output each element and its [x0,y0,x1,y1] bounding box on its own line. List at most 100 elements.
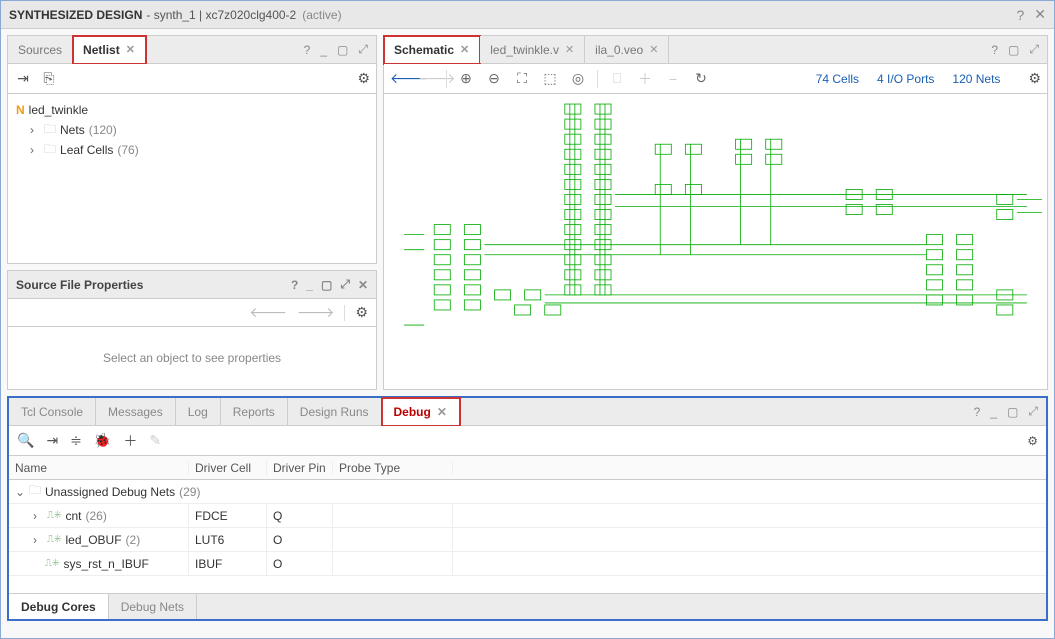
help-icon[interactable]: ? [291,278,298,292]
help-icon[interactable]: ? [304,43,311,57]
col-probe-type[interactable]: Probe Type [333,461,453,475]
subtab-debug-cores[interactable]: Debug Cores [9,594,109,619]
minimize-icon[interactable]: _ [990,405,997,419]
driver-cell-value: IBUF [189,552,267,575]
tab-netlist[interactable]: Netlist ✕ [73,36,146,64]
net-name: cnt [66,509,82,523]
zoom-out-icon[interactable]: ⊖ [485,70,503,87]
tab-messages[interactable]: Messages [96,398,176,425]
settings-icon[interactable]: ⚙ [1028,70,1041,87]
settings-icon[interactable]: ⚙ [355,304,368,321]
expand-icon[interactable]: › [30,123,40,137]
maximize-icon[interactable]: ⤢ [340,277,350,292]
filter-icon[interactable]: ≑ [70,432,82,449]
close-icon[interactable]: ✕ [1034,6,1046,23]
debug-group-row[interactable]: ⌄ 🗀 Unassigned Debug Nets (29) [9,480,1046,504]
collapse-all-icon[interactable]: ⇥ [14,70,32,87]
minimize-icon[interactable]: _ [306,278,313,292]
close-tab-icon[interactable]: ✕ [565,43,574,56]
probe-type-value [333,552,453,575]
restore-icon[interactable]: ▢ [1008,43,1019,57]
tab-design-runs[interactable]: Design Runs [288,398,382,425]
tree-nets[interactable]: › 🗀 Nets (120) [16,120,368,140]
expand-icon[interactable]: › [30,143,40,157]
restore-icon[interactable]: ▢ [321,278,332,292]
tab-sources[interactable]: Sources [8,36,73,63]
collapse-icon[interactable]: ⌄ [15,485,25,499]
tab-debug-label: Debug [394,405,431,419]
tree-nets-label: Nets [60,123,85,137]
properties-title: Source File Properties [16,278,143,292]
expand-icon[interactable]: ⎘ [40,70,58,87]
expand-icon[interactable]: › [33,509,43,523]
add-icon[interactable]: ＋ [636,69,654,89]
settings-icon[interactable]: ⚙ [357,70,370,87]
metric-io-ports[interactable]: 4 I/O Ports [877,72,934,86]
net-icon: ⎍✳ [47,510,62,521]
maximize-icon[interactable]: ⤢ [1029,42,1039,57]
maximize-icon[interactable]: ⤢ [358,42,368,57]
tree-leafcells[interactable]: › 🗀 Leaf Cells (76) [16,140,368,160]
close-icon[interactable]: ✕ [358,278,368,292]
bottom-tabstrip: Tcl Console Messages Log Reports Design … [9,398,1046,426]
tab-ila[interactable]: ila_0.veo ✕ [585,36,669,63]
subtab-debug-nets[interactable]: Debug Nets [109,594,197,619]
tab-log[interactable]: Log [176,398,221,425]
col-driver-pin[interactable]: Driver Pin [267,461,333,475]
col-name[interactable]: Name [9,461,189,475]
forward-icon[interactable]: 🡒 [297,304,335,321]
tree-root[interactable]: N led_twinkle [16,100,368,120]
tab-schematic[interactable]: Schematic ✕ [384,36,480,64]
restore-icon[interactable]: ▢ [1007,405,1018,419]
edit-icon[interactable]: ✎ [149,432,161,449]
expand-icon[interactable]: › [33,533,43,547]
zoom-fit-icon[interactable]: ⛶ [513,70,531,87]
driver-cell-value: LUT6 [189,528,267,551]
ungroup-icon[interactable]: ⎕ [608,70,626,87]
properties-header: Source File Properties ? _ ▢ ⤢ ✕ [8,271,376,299]
metric-nets[interactable]: 120 Nets [952,72,1000,86]
tab-debug[interactable]: Debug ✕ [382,398,460,426]
bug-icon[interactable]: 🐞 [94,432,111,449]
net-icon: ⎍✳ [47,534,62,545]
close-tab-icon[interactable]: ✕ [126,43,135,56]
back-icon[interactable]: 🡐 [249,304,287,321]
netlist-tree: N led_twinkle › 🗀 Nets (120) › 🗀 L [8,94,376,263]
driver-pin-value: O [267,552,333,575]
forward-icon[interactable]: 🡒 [418,70,436,87]
close-tab-icon[interactable]: ✕ [437,405,447,419]
collapse-all-icon[interactable]: ⇥ [46,432,58,449]
tab-tcl-console[interactable]: Tcl Console [9,398,96,425]
debug-net-row[interactable]: › ⎍✳ cnt (26) FDCE Q [9,504,1046,528]
tree-nets-count: (120) [89,123,117,137]
search-icon[interactable]: 🔍 [17,432,34,449]
settings-icon[interactable]: ⚙ [1027,434,1038,448]
schematic-tabstrip: Schematic ✕ led_twinkle.v ✕ ila_0.veo ✕ … [384,36,1047,64]
driver-pin-value: Q [267,504,333,527]
debug-net-row[interactable]: ⎍✳ sys_rst_n_IBUF IBUF O [9,552,1046,576]
minimize-icon[interactable]: _ [320,43,327,57]
refresh-icon[interactable]: ↻ [692,70,710,87]
tab-reports[interactable]: Reports [221,398,288,425]
help-icon[interactable]: ? [974,405,981,419]
close-tab-icon[interactable]: ✕ [649,43,658,56]
schematic-canvas[interactable] [384,94,1047,389]
add-icon[interactable]: ＋ [123,431,137,451]
probe-type-value [333,504,453,527]
zoom-in-icon[interactable]: ⊕ [457,70,475,87]
close-tab-icon[interactable]: ✕ [460,43,469,56]
remove-icon[interactable]: − [664,71,682,87]
col-driver-cell[interactable]: Driver Cell [189,461,267,475]
properties-toolbar: 🡐 🡒 ⚙ [8,299,376,327]
metric-cells[interactable]: 74 Cells [816,72,859,86]
center-icon[interactable]: ◎ [569,70,587,87]
schematic-toolbar: 🡐 🡒 ⊕ ⊖ ⛶ ⬚ ◎ ⎕ ＋ − ↻ 74 Cells 4 I/O Por… [384,64,1047,94]
back-icon[interactable]: 🡐 [390,70,408,87]
help-icon[interactable]: ? [991,43,998,57]
maximize-icon[interactable]: ⤢ [1028,404,1038,419]
help-icon[interactable]: ? [1016,7,1024,23]
zoom-area-icon[interactable]: ⬚ [541,70,559,87]
tab-led-twinkle[interactable]: led_twinkle.v ✕ [480,36,585,63]
restore-icon[interactable]: ▢ [337,43,348,57]
debug-net-row[interactable]: › ⎍✳ led_OBUF (2) LUT6 O [9,528,1046,552]
